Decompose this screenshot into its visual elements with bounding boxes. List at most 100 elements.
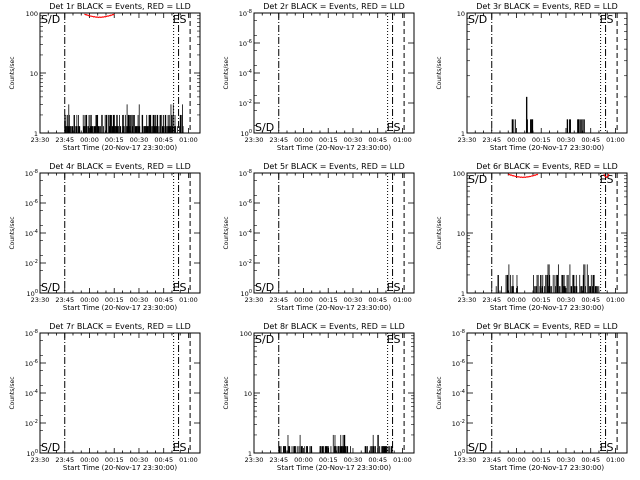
y-tick-label: 10-4: [25, 389, 38, 398]
y-axis-label: Counts/sec: [436, 376, 443, 409]
y-tick-label: 100: [241, 289, 252, 298]
x-tick-label: 01:00: [393, 136, 412, 144]
x-tick-label: 00:45: [368, 136, 387, 144]
y-tick-label: 100: [454, 449, 465, 458]
y-tick-label: 10: [457, 230, 465, 238]
y-tick-label: 10-6: [239, 199, 252, 208]
panel-det-8: Det 8r BLACK = Events, RED = LLD 23:30 23:…: [223, 322, 415, 472]
x-axis-label: Start Time (20-Nov-17 23:30:00): [277, 144, 391, 152]
y-tick-label: 10-6: [25, 359, 38, 368]
end-marker: ES: [600, 441, 614, 454]
x-tick-label: 01:00: [393, 296, 412, 304]
panel-det-1: Det 1r BLACK = Events, RED = LLD 23:30 23:…: [9, 2, 201, 152]
start-marker: S/D: [41, 281, 60, 294]
x-tick-label: 00:15: [319, 296, 338, 304]
x-tick-label: 23:45: [55, 456, 74, 464]
y-tick-label: 10-6: [25, 199, 38, 208]
start-marker: S/D: [468, 173, 487, 186]
x-tick-label: 01:00: [606, 136, 625, 144]
panel-title: Det 3r BLACK = Events, RED = LLD: [476, 2, 618, 11]
y-axis-label: Counts/sec: [9, 376, 16, 409]
panel-det-7: Det 7r BLACK = Events, RED = LLD 23:30 23:…: [9, 322, 201, 472]
x-axis-label: Start Time (20-Nov-17 23:30:00): [490, 464, 604, 472]
end-marker: ES: [387, 121, 401, 134]
y-tick-label: 10-8: [452, 329, 465, 338]
x-tick-label: 00:30: [557, 456, 576, 464]
x-tick-label: 00:15: [532, 296, 551, 304]
x-tick-label: 00:15: [532, 136, 551, 144]
x-tick-label: 00:30: [130, 296, 149, 304]
start-marker: S/D: [468, 13, 487, 26]
y-axis-label: Counts/sec: [223, 56, 230, 89]
y-tick-label: 10-4: [25, 229, 38, 238]
y-axis-label: Counts/sec: [223, 376, 230, 409]
x-tick-label: 00:45: [154, 456, 173, 464]
x-tick-label: 00:45: [581, 136, 600, 144]
plot-frame: [466, 12, 628, 134]
x-axis-label: Start Time (20-Nov-17 23:30:00): [63, 464, 177, 472]
x-tick-label: 01:00: [179, 136, 198, 144]
x-tick-label: 00:15: [105, 456, 124, 464]
lld-trace: [507, 173, 539, 179]
x-tick-label: 00:30: [130, 136, 149, 144]
panel-title: Det 1r BLACK = Events, RED = LLD: [49, 2, 191, 11]
x-tick-label: 00:30: [557, 136, 576, 144]
x-tick-label: 00:00: [294, 136, 313, 144]
x-tick-label: 00:30: [344, 456, 363, 464]
x-tick-label: 23:30: [31, 296, 50, 304]
y-tick-label: 1: [461, 290, 465, 298]
panel-title: Det 9r BLACK = Events, RED = LLD: [476, 322, 618, 331]
y-tick-label: 10-2: [239, 259, 252, 268]
y-tick-label: 100: [27, 289, 38, 298]
panel-det-4: Det 4r BLACK = Events, RED = LLD 23:30 23:…: [9, 162, 201, 312]
x-tick-label: 23:45: [269, 136, 288, 144]
x-tick-label: 00:00: [80, 136, 99, 144]
x-tick-label: 23:30: [245, 456, 264, 464]
y-tick-label: 10-4: [239, 229, 252, 238]
y-tick-label: 10-8: [239, 9, 252, 18]
x-tick-label: 00:00: [507, 456, 526, 464]
y-tick-label: 10: [30, 70, 38, 78]
y-tick-label: 10-2: [25, 259, 38, 268]
x-tick-label: 00:00: [507, 136, 526, 144]
y-tick-label: 10-2: [25, 419, 38, 428]
panel-title: Det 4r BLACK = Events, RED = LLD: [49, 162, 191, 171]
x-tick-label: 00:15: [319, 136, 338, 144]
x-tick-label: 23:30: [31, 456, 50, 464]
x-tick-label: 00:15: [105, 136, 124, 144]
x-tick-label: 00:00: [294, 456, 313, 464]
y-tick-label: 10-4: [239, 69, 252, 78]
y-tick-label: 1: [461, 130, 465, 138]
y-tick-label: 10-2: [239, 99, 252, 108]
x-tick-label: 00:30: [344, 136, 363, 144]
end-marker: ES: [600, 173, 614, 186]
x-tick-label: 23:45: [482, 456, 501, 464]
y-tick-label: 1: [34, 130, 38, 138]
end-marker: ES: [173, 13, 187, 26]
start-marker: S/D: [255, 121, 274, 134]
panel-title: Det 2r BLACK = Events, RED = LLD: [263, 2, 405, 11]
x-tick-label: 01:00: [606, 296, 625, 304]
x-tick-label: 00:45: [368, 296, 387, 304]
x-tick-label: 00:45: [154, 296, 173, 304]
x-tick-label: 23:45: [269, 296, 288, 304]
x-tick-label: 01:00: [606, 456, 625, 464]
start-marker: S/D: [41, 13, 60, 26]
panel-title: Det 6r BLACK = Events, RED = LLD: [476, 162, 618, 171]
end-marker: ES: [173, 441, 187, 454]
y-tick-label: 10-8: [25, 329, 38, 338]
x-axis-label: Start Time (20-Nov-17 23:30:00): [63, 144, 177, 152]
x-tick-label: 23:45: [269, 456, 288, 464]
y-tick-label: 100: [241, 129, 252, 138]
panel-det-3: Det 3r BLACK = Events, RED = LLD 23:30 23:…: [436, 2, 628, 152]
start-marker: S/D: [41, 441, 60, 454]
x-tick-label: 00:45: [154, 136, 173, 144]
end-marker: ES: [387, 333, 401, 346]
y-tick-label: 10: [457, 10, 465, 18]
panel-det-6: Det 6r BLACK = Events, RED = LLD 23:30 23:…: [436, 162, 628, 312]
x-tick-label: 00:45: [581, 456, 600, 464]
x-tick-label: 23:45: [482, 296, 501, 304]
x-tick-label: 00:00: [507, 296, 526, 304]
x-tick-label: 23:30: [31, 136, 50, 144]
x-tick-label: 23:30: [458, 456, 477, 464]
